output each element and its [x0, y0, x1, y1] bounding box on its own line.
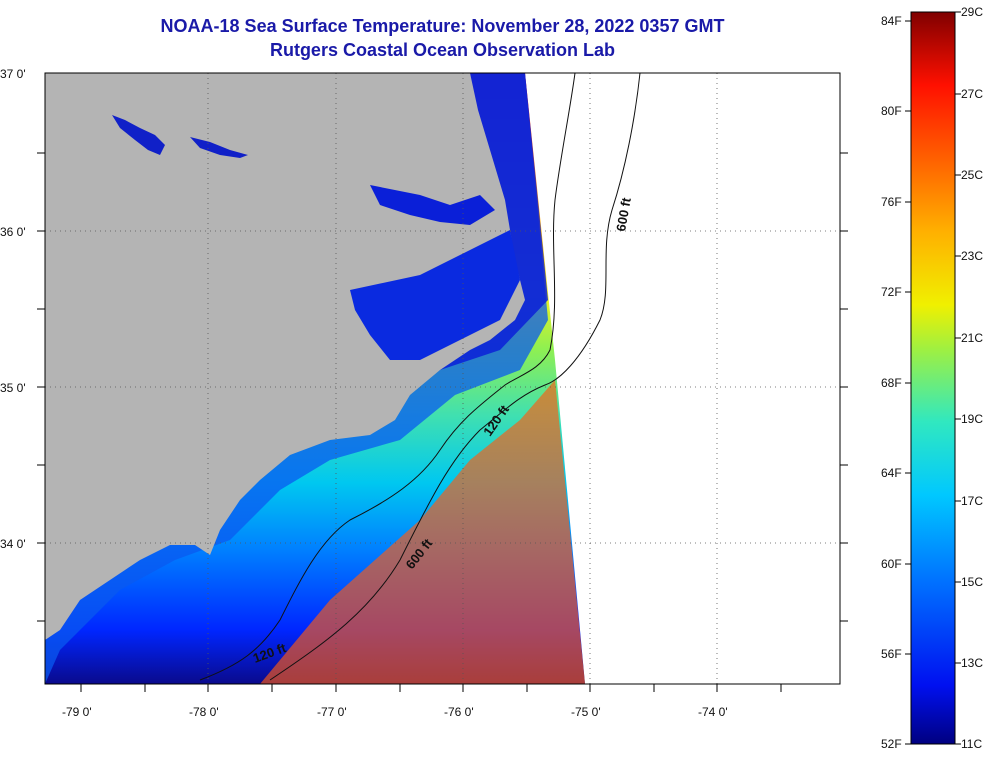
y-tick-label: 37 0'	[0, 67, 26, 81]
contour-600ft	[269, 73, 641, 681]
inland-lake-1	[112, 115, 165, 155]
colorbar-f-label: 56F	[881, 647, 902, 661]
inland-lake-2	[190, 137, 248, 158]
x-tick-label: -75 0'	[571, 705, 601, 719]
colorbar-c-label: 13C	[961, 656, 984, 670]
colorbar-f-label: 80F	[881, 104, 902, 118]
colorbar-c-label: 29C	[961, 5, 984, 19]
map-subtitle: Rutgers Coastal Ocean Observation Lab	[269, 40, 616, 60]
colorbar-f-label: 72F	[881, 285, 902, 299]
colorbar-f-label: 68F	[881, 376, 902, 390]
albemarle-sound	[370, 185, 495, 225]
colorbar-ticks	[905, 11, 961, 745]
colorbar-c-label: 21C	[961, 331, 984, 345]
y-tick-label: 34 0'	[0, 537, 26, 551]
colorbar-c-label: 25C	[961, 168, 984, 182]
x-tick-label: -76 0'	[444, 705, 474, 719]
colorbar-c-label: 19C	[961, 412, 984, 426]
pamlico-sound	[350, 230, 520, 360]
y-tick-label: 35 0'	[0, 381, 26, 395]
x-tick-label: -74 0'	[698, 705, 728, 719]
colorbar-c-label: 17C	[961, 494, 984, 508]
colorbar	[910, 11, 956, 745]
colorbar-c-label: 27C	[961, 87, 984, 101]
y-tick-label: 36 0'	[0, 225, 26, 239]
x-tick-label: -77 0'	[317, 705, 347, 719]
grid-lines	[45, 73, 840, 684]
land	[45, 73, 525, 640]
contour-label-600-north: 600 ft	[613, 196, 634, 233]
colorbar-f-label: 64F	[881, 466, 902, 480]
x-tick-label: -78 0'	[189, 705, 219, 719]
map-title: NOAA-18 Sea Surface Temperature: Novembe…	[160, 16, 725, 36]
tick-marks	[37, 152, 848, 692]
plot-frame	[44, 72, 841, 685]
colorbar-c-label: 11C	[961, 737, 983, 751]
colorbar-f-label: 84F	[881, 14, 902, 28]
contour-120ft	[199, 73, 576, 681]
colorbar-f-label: 60F	[881, 557, 902, 571]
x-tick-label: -79 0'	[62, 705, 92, 719]
warm-offshore-water	[260, 380, 585, 684]
colorbar-f-label: 76F	[881, 195, 902, 209]
colorbar-c-label: 15C	[961, 575, 984, 589]
colorbar-f-label: 52F	[881, 737, 902, 751]
colorbar-c-label: 23C	[961, 249, 984, 263]
